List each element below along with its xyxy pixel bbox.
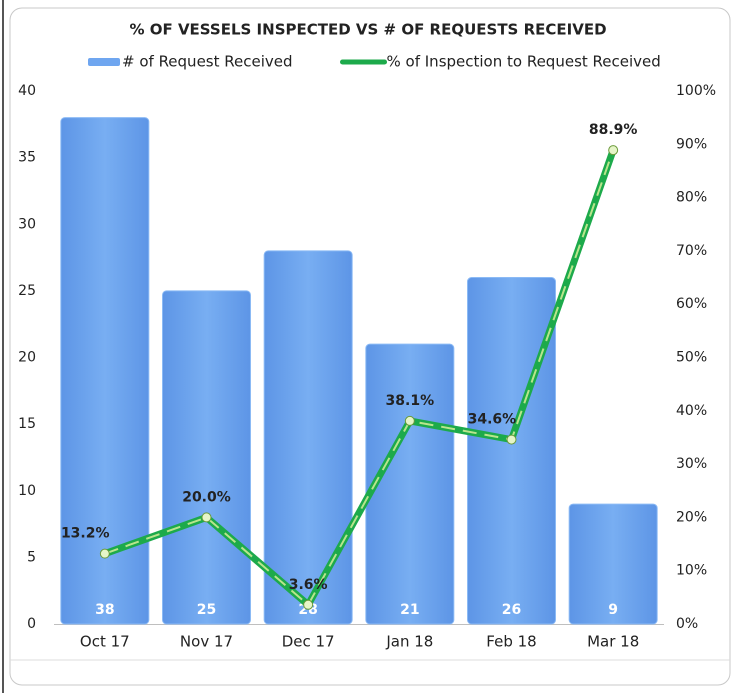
y2-tick-label: 30% [676, 456, 707, 472]
line-label: 34.6% [468, 412, 517, 428]
y2-tick-label: 100% [676, 83, 716, 99]
y2-tick-label: 0% [676, 616, 698, 632]
bar [162, 290, 251, 625]
y-tick-label: 25 [18, 283, 36, 299]
bar [60, 117, 150, 625]
line-marker [303, 599, 314, 610]
y-tick-label: 15 [18, 416, 36, 432]
bar [467, 277, 556, 625]
line-marker [506, 434, 517, 445]
y2-tick-label: 10% [676, 563, 707, 579]
y2-tick-label: 60% [676, 296, 707, 312]
line-label: 20.0% [182, 489, 231, 505]
line-marker [404, 415, 415, 426]
line-label: 88.9% [589, 122, 638, 138]
y-tick-label: 10 [18, 483, 36, 499]
bar-label: 28 [298, 602, 317, 618]
x-tick-label: Nov 17 [180, 633, 233, 651]
bar-label: 9 [608, 602, 618, 618]
line-marker [201, 512, 212, 523]
y-tick-label: 40 [18, 83, 36, 99]
y2-tick-label: 70% [676, 243, 707, 259]
bar-label: 26 [502, 602, 521, 618]
line-label: 38.1% [386, 393, 435, 409]
y-tick-label: 20 [18, 350, 36, 366]
legend-label: # of Request Received [122, 53, 293, 71]
x-tick-label: Oct 17 [80, 633, 130, 651]
x-tick-label: Mar 18 [587, 633, 639, 651]
y-tick-label: 5 [27, 549, 36, 565]
y2-tick-label: 50% [676, 350, 707, 366]
y2-tick-label: 90% [676, 136, 707, 152]
y2-tick-label: 40% [676, 403, 707, 419]
y2-tick-label: 20% [676, 509, 707, 525]
bar [365, 343, 455, 625]
bar-label: 21 [400, 602, 419, 618]
y-tick-label: 0 [27, 616, 36, 632]
x-tick-label: Jan 18 [385, 633, 433, 651]
x-tick-label: Dec 17 [282, 633, 335, 651]
y-tick-label: 30 [18, 216, 36, 232]
y2-tick-label: 80% [676, 190, 707, 206]
chart-title: % OF VESSELS INSPECTED VS # OF REQUESTS … [129, 21, 606, 39]
bar [568, 503, 658, 625]
legend-swatch [88, 58, 120, 66]
line-highlight [104, 149, 615, 607]
legend-label: % of Inspection to Request Received [387, 53, 661, 71]
legend: # of Request Received % of Inspection to … [88, 53, 661, 71]
line-label: 3.6% [289, 577, 328, 593]
line-marker [99, 548, 110, 559]
bar [263, 250, 353, 625]
x-tick-label: Feb 18 [486, 633, 536, 651]
line-label: 13.2% [61, 526, 110, 542]
bar-label: 25 [197, 602, 216, 618]
bar-label: 38 [95, 602, 114, 618]
chart-frame [9, 7, 731, 686]
y-tick-label: 35 [18, 150, 36, 166]
line-marker [608, 145, 619, 156]
